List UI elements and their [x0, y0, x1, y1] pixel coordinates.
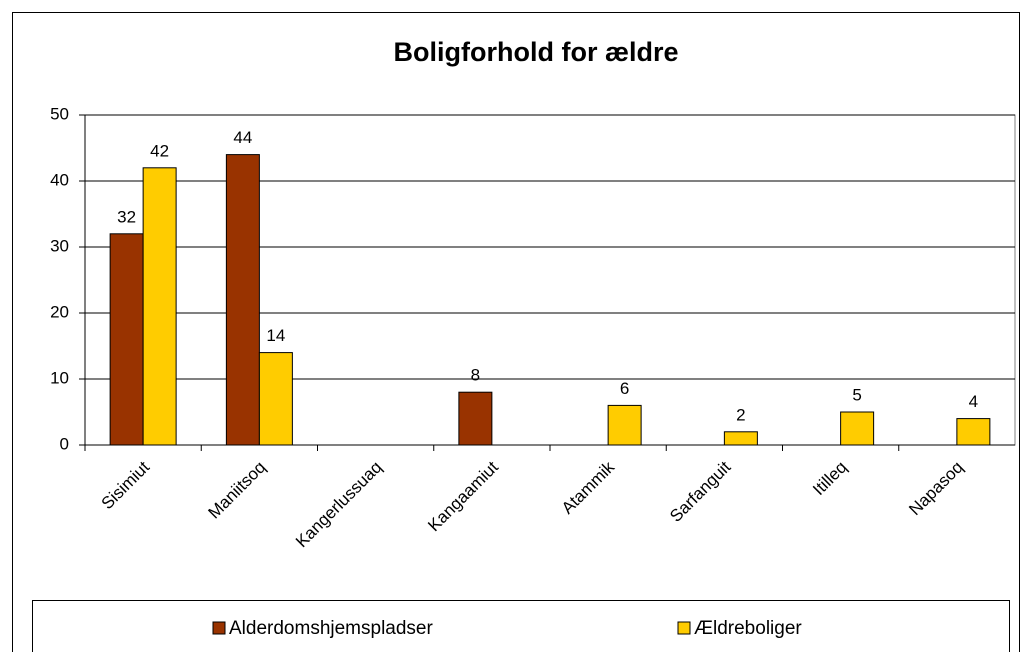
bar	[458, 391, 493, 446]
bar	[956, 418, 991, 446]
value-label: 6	[620, 379, 629, 398]
value-label: 32	[117, 207, 136, 226]
bar	[225, 154, 260, 446]
value-label: 14	[266, 326, 285, 345]
value-label: 4	[969, 392, 978, 411]
plot-area	[84, 114, 1016, 446]
y-tick-label: 40	[50, 170, 69, 189]
bar	[109, 233, 144, 446]
y-tick-label: 0	[60, 434, 69, 453]
bar	[142, 167, 177, 446]
y-tick-label: 50	[50, 104, 69, 123]
legend-swatch	[212, 621, 226, 635]
bar	[723, 431, 758, 446]
value-label: 42	[150, 141, 169, 160]
bar	[258, 352, 293, 446]
legend-label: Alderdomshjemspladser	[229, 618, 433, 639]
value-label: 44	[233, 128, 252, 147]
legend-box	[32, 600, 1010, 652]
value-label: 5	[852, 385, 861, 404]
legend-swatch	[677, 621, 691, 635]
y-tick-label: 20	[50, 302, 69, 321]
value-label: 2	[736, 405, 745, 424]
y-tick-label: 30	[50, 236, 69, 255]
legend-label: Ældreboliger	[694, 618, 802, 639]
y-tick-label: 10	[50, 368, 69, 387]
bar	[840, 411, 875, 446]
chart-title: Boligforhold for ældre	[394, 37, 679, 67]
bar	[607, 404, 642, 446]
value-label: 8	[471, 366, 480, 385]
